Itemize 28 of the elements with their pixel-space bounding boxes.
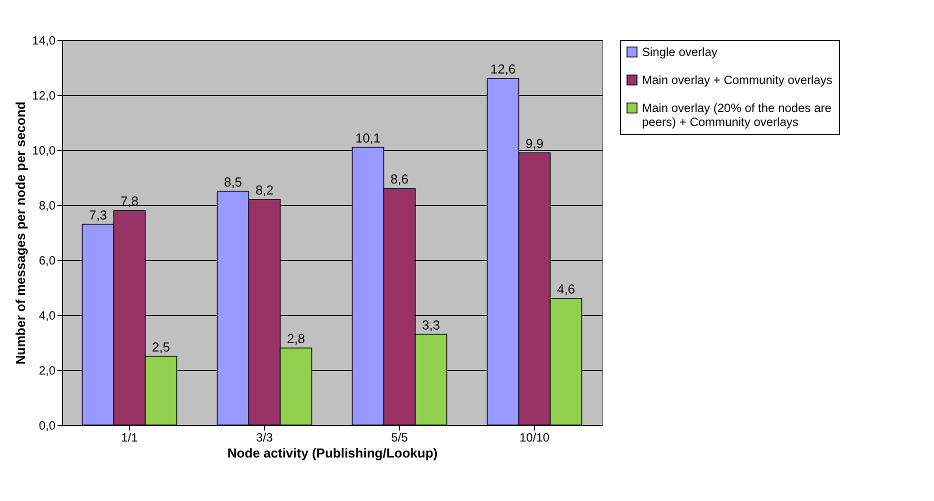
y-tick-label: 10,0 — [32, 144, 56, 158]
y-axis-title: Number of messages per node per second — [13, 101, 28, 364]
y-tick-label: 2,0 — [38, 364, 56, 378]
y-tick-label: 12,0 — [32, 88, 56, 102]
data-label: 2,8 — [286, 331, 306, 346]
legend-label: Single overlay — [642, 45, 718, 59]
x-tick-label: 5/5 — [391, 430, 408, 444]
x-tick-label: 1/1 — [121, 430, 138, 444]
data-label: 12,6 — [490, 62, 516, 76]
data-label: 9,9 — [525, 136, 544, 151]
data-label: 10,1 — [355, 130, 381, 146]
data-label: 8,2 — [255, 182, 274, 198]
data-label: 3,3 — [422, 317, 440, 332]
legend-label: Main overlay + Community overlays — [642, 73, 832, 87]
data-label: 7,3 — [88, 207, 108, 222]
x-axis-title: Node activity (Publishing/Lookup) — [227, 446, 438, 460]
y-tick-label: 0,0 — [38, 418, 56, 432]
y-tick-label: 6,0 — [38, 254, 56, 268]
y-tick-label: 8,0 — [38, 198, 56, 212]
data-label: 2,5 — [152, 339, 170, 354]
y-tick-label: 14,0 — [32, 34, 56, 48]
data-label: 8,5 — [224, 174, 242, 190]
x-tick-label: 10/10 — [519, 430, 550, 444]
legend-label: Main overlay (20% of the nodes are peers) + Community overlays — [642, 101, 832, 129]
y-tick-label: 4,0 — [38, 308, 56, 322]
x-tick-label: 3/3 — [256, 430, 274, 444]
data-label: 8,6 — [390, 172, 409, 186]
data-label: 4,6 — [556, 282, 576, 296]
